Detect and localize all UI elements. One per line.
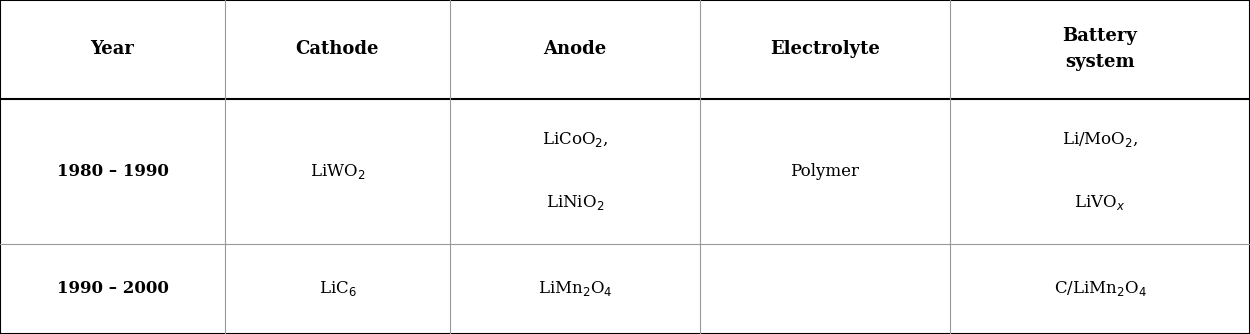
Text: Year: Year xyxy=(90,40,135,58)
Text: C/LiMn$_2$O$_4$: C/LiMn$_2$O$_4$ xyxy=(1054,280,1146,298)
Text: Cathode: Cathode xyxy=(296,40,379,58)
Text: Polymer: Polymer xyxy=(790,163,860,180)
Text: 1990 – 2000: 1990 – 2000 xyxy=(56,281,169,297)
Text: Battery
system: Battery system xyxy=(1062,27,1138,71)
Text: LiCoO$_2$,

LiNiO$_2$: LiCoO$_2$, LiNiO$_2$ xyxy=(541,130,609,212)
Text: Electrolyte: Electrolyte xyxy=(770,40,880,58)
Text: Anode: Anode xyxy=(544,40,606,58)
Text: LiWO$_2$: LiWO$_2$ xyxy=(310,162,365,181)
Text: LiC$_6$: LiC$_6$ xyxy=(319,280,356,298)
Text: LiMn$_2$O$_4$: LiMn$_2$O$_4$ xyxy=(538,280,612,298)
Text: 1980 – 1990: 1980 – 1990 xyxy=(56,163,169,180)
Text: Li/MoO$_2$,

LiVO$_x$: Li/MoO$_2$, LiVO$_x$ xyxy=(1061,130,1139,212)
